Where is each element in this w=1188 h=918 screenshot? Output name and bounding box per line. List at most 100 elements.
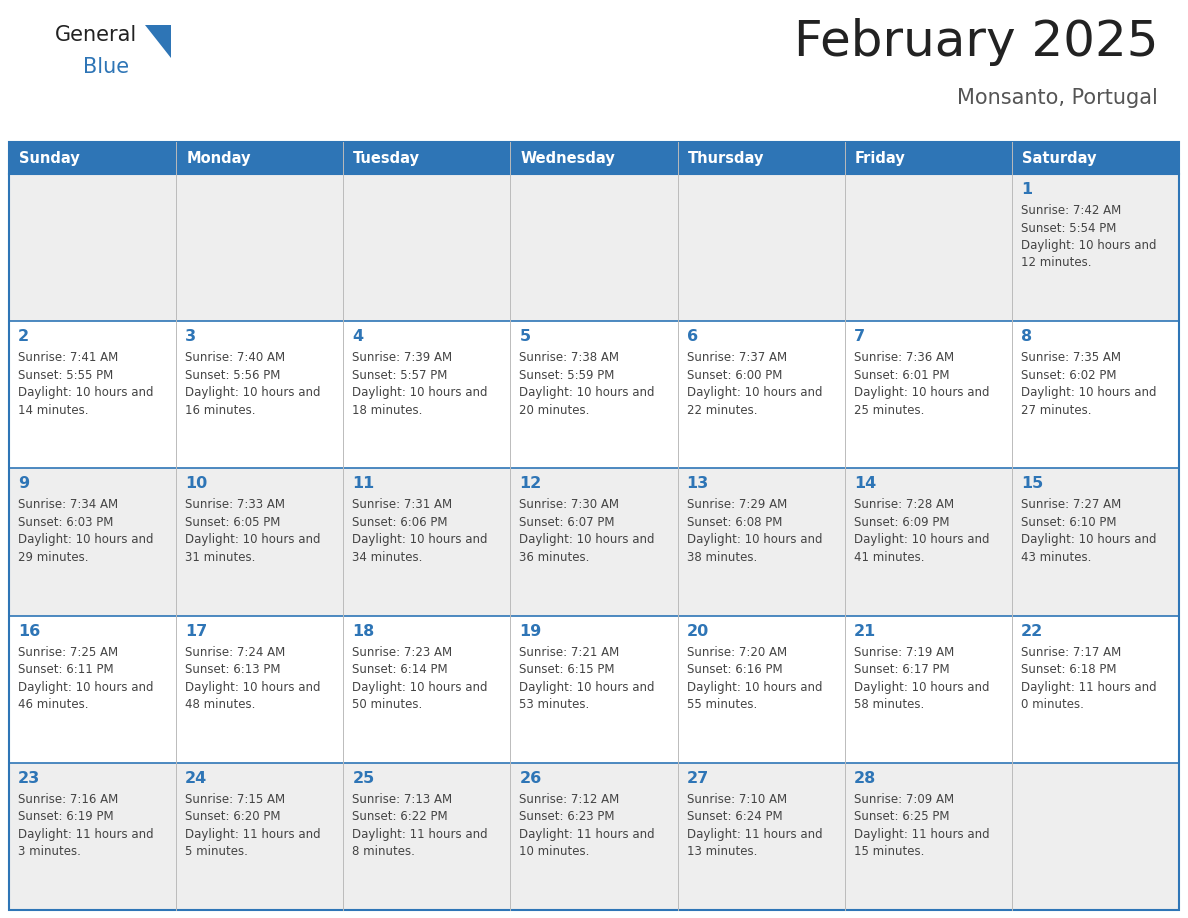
Text: Sunset: 5:57 PM: Sunset: 5:57 PM	[353, 369, 448, 382]
Bar	[176, 616, 343, 763]
Bar	[677, 616, 845, 763]
Text: 0 minutes.: 0 minutes.	[1020, 698, 1083, 711]
Bar	[1012, 616, 1178, 763]
Text: Daylight: 11 hours and: Daylight: 11 hours and	[854, 828, 990, 841]
Text: Daylight: 11 hours and: Daylight: 11 hours and	[353, 828, 488, 841]
Text: 12 minutes.: 12 minutes.	[1020, 256, 1092, 270]
Text: Sunrise: 7:36 AM: Sunrise: 7:36 AM	[854, 352, 954, 364]
Text: 8 minutes.: 8 minutes.	[353, 845, 415, 858]
Text: 43 minutes.: 43 minutes.	[1020, 551, 1092, 564]
Text: Sunrise: 7:42 AM: Sunrise: 7:42 AM	[1020, 204, 1121, 217]
Text: 11: 11	[353, 476, 374, 491]
Text: 9: 9	[18, 476, 30, 491]
Bar	[845, 763, 1012, 910]
Text: Sunday: Sunday	[19, 151, 80, 165]
Text: 13 minutes.: 13 minutes.	[687, 845, 757, 858]
Text: 26: 26	[519, 771, 542, 786]
Text: Sunrise: 7:20 AM: Sunrise: 7:20 AM	[687, 645, 786, 658]
Text: Daylight: 10 hours and: Daylight: 10 hours and	[185, 386, 321, 399]
Text: Sunset: 6:20 PM: Sunset: 6:20 PM	[185, 811, 280, 823]
Text: 5 minutes.: 5 minutes.	[185, 845, 248, 858]
Text: Sunrise: 7:29 AM: Sunrise: 7:29 AM	[687, 498, 786, 511]
Text: Tuesday: Tuesday	[353, 151, 421, 165]
Text: 15 minutes.: 15 minutes.	[854, 845, 924, 858]
Text: Sunrise: 7:19 AM: Sunrise: 7:19 AM	[854, 645, 954, 658]
Text: Sunset: 6:24 PM: Sunset: 6:24 PM	[687, 811, 782, 823]
Text: Sunset: 6:08 PM: Sunset: 6:08 PM	[687, 516, 782, 529]
Text: 13: 13	[687, 476, 709, 491]
Text: 29 minutes.: 29 minutes.	[18, 551, 88, 564]
Text: Monsanto, Portugal: Monsanto, Portugal	[958, 88, 1158, 108]
Text: 25: 25	[353, 771, 374, 786]
Bar	[845, 468, 1012, 616]
Text: Daylight: 10 hours and: Daylight: 10 hours and	[353, 680, 488, 694]
Text: Daylight: 10 hours and: Daylight: 10 hours and	[1020, 239, 1156, 252]
Text: Daylight: 10 hours and: Daylight: 10 hours and	[353, 386, 488, 399]
Text: General: General	[55, 25, 138, 45]
Text: Monday: Monday	[187, 151, 251, 165]
Text: 36 minutes.: 36 minutes.	[519, 551, 589, 564]
Text: Sunrise: 7:35 AM: Sunrise: 7:35 AM	[1020, 352, 1120, 364]
Text: Sunset: 6:19 PM: Sunset: 6:19 PM	[18, 811, 114, 823]
Text: Sunset: 6:10 PM: Sunset: 6:10 PM	[1020, 516, 1117, 529]
Text: 7: 7	[854, 330, 865, 344]
Text: Thursday: Thursday	[688, 151, 764, 165]
Bar	[10, 763, 176, 910]
Text: 38 minutes.: 38 minutes.	[687, 551, 757, 564]
Text: Daylight: 10 hours and: Daylight: 10 hours and	[185, 680, 321, 694]
Text: 55 minutes.: 55 minutes.	[687, 698, 757, 711]
Bar	[10, 142, 176, 174]
Text: Sunrise: 7:27 AM: Sunrise: 7:27 AM	[1020, 498, 1121, 511]
Text: Sunrise: 7:17 AM: Sunrise: 7:17 AM	[1020, 645, 1121, 658]
Bar	[1012, 468, 1178, 616]
Text: 10 minutes.: 10 minutes.	[519, 845, 589, 858]
Text: 48 minutes.: 48 minutes.	[185, 698, 255, 711]
Bar	[511, 142, 677, 174]
Text: 20: 20	[687, 623, 709, 639]
Text: 34 minutes.: 34 minutes.	[353, 551, 423, 564]
Text: Sunset: 6:06 PM: Sunset: 6:06 PM	[353, 516, 448, 529]
Text: 21: 21	[854, 623, 876, 639]
Text: Sunrise: 7:24 AM: Sunrise: 7:24 AM	[185, 645, 285, 658]
Bar	[176, 142, 343, 174]
Bar	[511, 321, 677, 468]
Text: Daylight: 10 hours and: Daylight: 10 hours and	[854, 680, 990, 694]
Text: Daylight: 10 hours and: Daylight: 10 hours and	[18, 533, 153, 546]
Text: Daylight: 11 hours and: Daylight: 11 hours and	[1020, 680, 1156, 694]
Text: Daylight: 11 hours and: Daylight: 11 hours and	[18, 828, 153, 841]
Text: Sunset: 6:23 PM: Sunset: 6:23 PM	[519, 811, 615, 823]
Bar	[1012, 321, 1178, 468]
Text: Daylight: 10 hours and: Daylight: 10 hours and	[854, 386, 990, 399]
Text: Sunset: 5:56 PM: Sunset: 5:56 PM	[185, 369, 280, 382]
Text: Saturday: Saturday	[1022, 151, 1097, 165]
Text: 41 minutes.: 41 minutes.	[854, 551, 924, 564]
Bar	[10, 142, 1178, 910]
Text: Sunrise: 7:10 AM: Sunrise: 7:10 AM	[687, 793, 786, 806]
Bar	[10, 468, 176, 616]
Text: Sunrise: 7:21 AM: Sunrise: 7:21 AM	[519, 645, 620, 658]
Text: Daylight: 10 hours and: Daylight: 10 hours and	[519, 680, 655, 694]
Text: 14: 14	[854, 476, 876, 491]
Text: Blue: Blue	[83, 57, 129, 77]
Text: Daylight: 10 hours and: Daylight: 10 hours and	[519, 386, 655, 399]
Text: 5: 5	[519, 330, 531, 344]
Bar	[343, 174, 511, 321]
Text: 4: 4	[353, 330, 364, 344]
Bar	[511, 616, 677, 763]
Text: Sunset: 6:13 PM: Sunset: 6:13 PM	[185, 663, 280, 676]
Bar	[343, 468, 511, 616]
Text: Sunset: 6:22 PM: Sunset: 6:22 PM	[353, 811, 448, 823]
Text: Sunrise: 7:39 AM: Sunrise: 7:39 AM	[353, 352, 453, 364]
Text: 17: 17	[185, 623, 208, 639]
Text: Daylight: 10 hours and: Daylight: 10 hours and	[687, 680, 822, 694]
Text: Sunrise: 7:40 AM: Sunrise: 7:40 AM	[185, 352, 285, 364]
Text: Sunrise: 7:23 AM: Sunrise: 7:23 AM	[353, 645, 453, 658]
Text: Daylight: 10 hours and: Daylight: 10 hours and	[1020, 533, 1156, 546]
Bar	[1012, 174, 1178, 321]
Text: Sunset: 5:59 PM: Sunset: 5:59 PM	[519, 369, 615, 382]
Text: 12: 12	[519, 476, 542, 491]
Bar	[511, 174, 677, 321]
Bar	[677, 763, 845, 910]
Bar	[176, 174, 343, 321]
Text: Sunrise: 7:13 AM: Sunrise: 7:13 AM	[353, 793, 453, 806]
